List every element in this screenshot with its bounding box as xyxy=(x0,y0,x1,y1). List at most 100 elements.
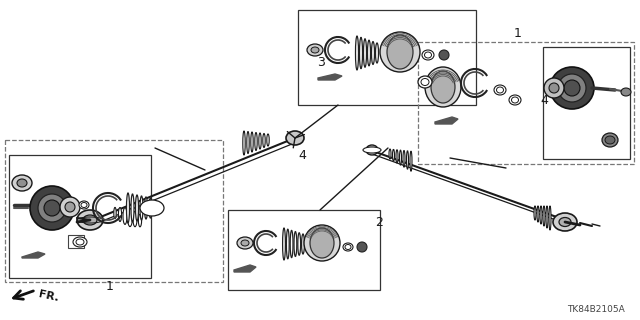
Ellipse shape xyxy=(497,87,504,93)
Ellipse shape xyxy=(511,97,518,103)
Ellipse shape xyxy=(310,228,334,258)
Ellipse shape xyxy=(550,67,594,109)
Bar xyxy=(68,235,84,248)
Ellipse shape xyxy=(267,134,269,146)
Ellipse shape xyxy=(149,198,152,218)
Ellipse shape xyxy=(123,208,127,224)
Bar xyxy=(418,42,634,164)
Ellipse shape xyxy=(343,243,353,251)
Ellipse shape xyxy=(140,200,164,216)
Ellipse shape xyxy=(439,50,449,60)
Text: 4: 4 xyxy=(540,93,548,107)
Ellipse shape xyxy=(140,196,143,220)
Ellipse shape xyxy=(136,195,138,221)
Ellipse shape xyxy=(421,78,429,85)
Bar xyxy=(543,47,630,159)
Ellipse shape xyxy=(73,237,87,247)
Ellipse shape xyxy=(304,225,340,261)
Ellipse shape xyxy=(38,194,66,222)
Text: FR.: FR. xyxy=(38,289,60,303)
Polygon shape xyxy=(435,117,458,124)
Ellipse shape xyxy=(355,36,358,70)
Ellipse shape xyxy=(543,206,545,226)
Ellipse shape xyxy=(494,85,506,95)
Ellipse shape xyxy=(424,52,431,58)
Ellipse shape xyxy=(380,32,420,72)
Ellipse shape xyxy=(431,71,455,103)
Ellipse shape xyxy=(60,197,80,217)
Ellipse shape xyxy=(287,229,289,259)
Ellipse shape xyxy=(418,76,432,88)
Ellipse shape xyxy=(83,215,97,225)
Ellipse shape xyxy=(243,131,245,155)
Ellipse shape xyxy=(131,194,134,222)
Ellipse shape xyxy=(364,39,367,67)
Text: 1: 1 xyxy=(106,281,114,293)
Ellipse shape xyxy=(602,133,618,147)
Bar xyxy=(5,140,223,282)
Ellipse shape xyxy=(403,150,405,167)
Ellipse shape xyxy=(621,88,631,96)
Ellipse shape xyxy=(544,78,564,98)
Ellipse shape xyxy=(425,67,461,107)
Ellipse shape xyxy=(114,207,116,219)
Ellipse shape xyxy=(283,228,285,260)
Ellipse shape xyxy=(286,131,304,145)
Text: TK84B2105A: TK84B2105A xyxy=(567,305,625,314)
Ellipse shape xyxy=(537,206,539,222)
Ellipse shape xyxy=(553,213,577,231)
Ellipse shape xyxy=(118,207,122,221)
Ellipse shape xyxy=(363,147,381,153)
Ellipse shape xyxy=(406,151,408,169)
Ellipse shape xyxy=(387,35,413,69)
Ellipse shape xyxy=(396,150,398,163)
Text: 3: 3 xyxy=(317,55,325,68)
Ellipse shape xyxy=(81,203,87,207)
Ellipse shape xyxy=(30,186,74,230)
Ellipse shape xyxy=(558,74,586,102)
Polygon shape xyxy=(318,74,342,80)
Ellipse shape xyxy=(605,136,615,144)
Ellipse shape xyxy=(422,50,434,60)
Ellipse shape xyxy=(301,234,305,254)
Ellipse shape xyxy=(376,43,378,63)
Ellipse shape xyxy=(367,40,371,66)
Ellipse shape xyxy=(259,133,261,149)
Ellipse shape xyxy=(79,201,89,209)
Ellipse shape xyxy=(294,232,297,256)
Polygon shape xyxy=(22,252,45,258)
Text: 4: 4 xyxy=(298,148,306,162)
Ellipse shape xyxy=(127,208,132,227)
Ellipse shape xyxy=(247,132,249,154)
Ellipse shape xyxy=(549,206,551,230)
Ellipse shape xyxy=(263,133,265,148)
Ellipse shape xyxy=(145,197,147,219)
Ellipse shape xyxy=(77,210,103,230)
Ellipse shape xyxy=(255,132,257,150)
Ellipse shape xyxy=(399,150,401,165)
Ellipse shape xyxy=(357,242,367,252)
Ellipse shape xyxy=(133,211,137,227)
Ellipse shape xyxy=(44,200,60,216)
Ellipse shape xyxy=(138,214,141,227)
Ellipse shape xyxy=(546,206,548,228)
Ellipse shape xyxy=(251,132,253,152)
Ellipse shape xyxy=(345,244,351,250)
Ellipse shape xyxy=(17,179,27,187)
Ellipse shape xyxy=(76,239,84,245)
Ellipse shape xyxy=(12,175,32,191)
Ellipse shape xyxy=(307,44,323,56)
Ellipse shape xyxy=(389,149,391,159)
Bar xyxy=(298,10,476,105)
Ellipse shape xyxy=(392,149,394,161)
Text: 2: 2 xyxy=(375,215,383,228)
Ellipse shape xyxy=(290,230,293,258)
Ellipse shape xyxy=(65,202,75,212)
Ellipse shape xyxy=(237,237,253,249)
Ellipse shape xyxy=(366,145,378,155)
Ellipse shape xyxy=(371,42,374,64)
Polygon shape xyxy=(234,265,256,272)
Ellipse shape xyxy=(564,80,580,96)
Ellipse shape xyxy=(311,47,319,53)
Ellipse shape xyxy=(298,233,301,255)
